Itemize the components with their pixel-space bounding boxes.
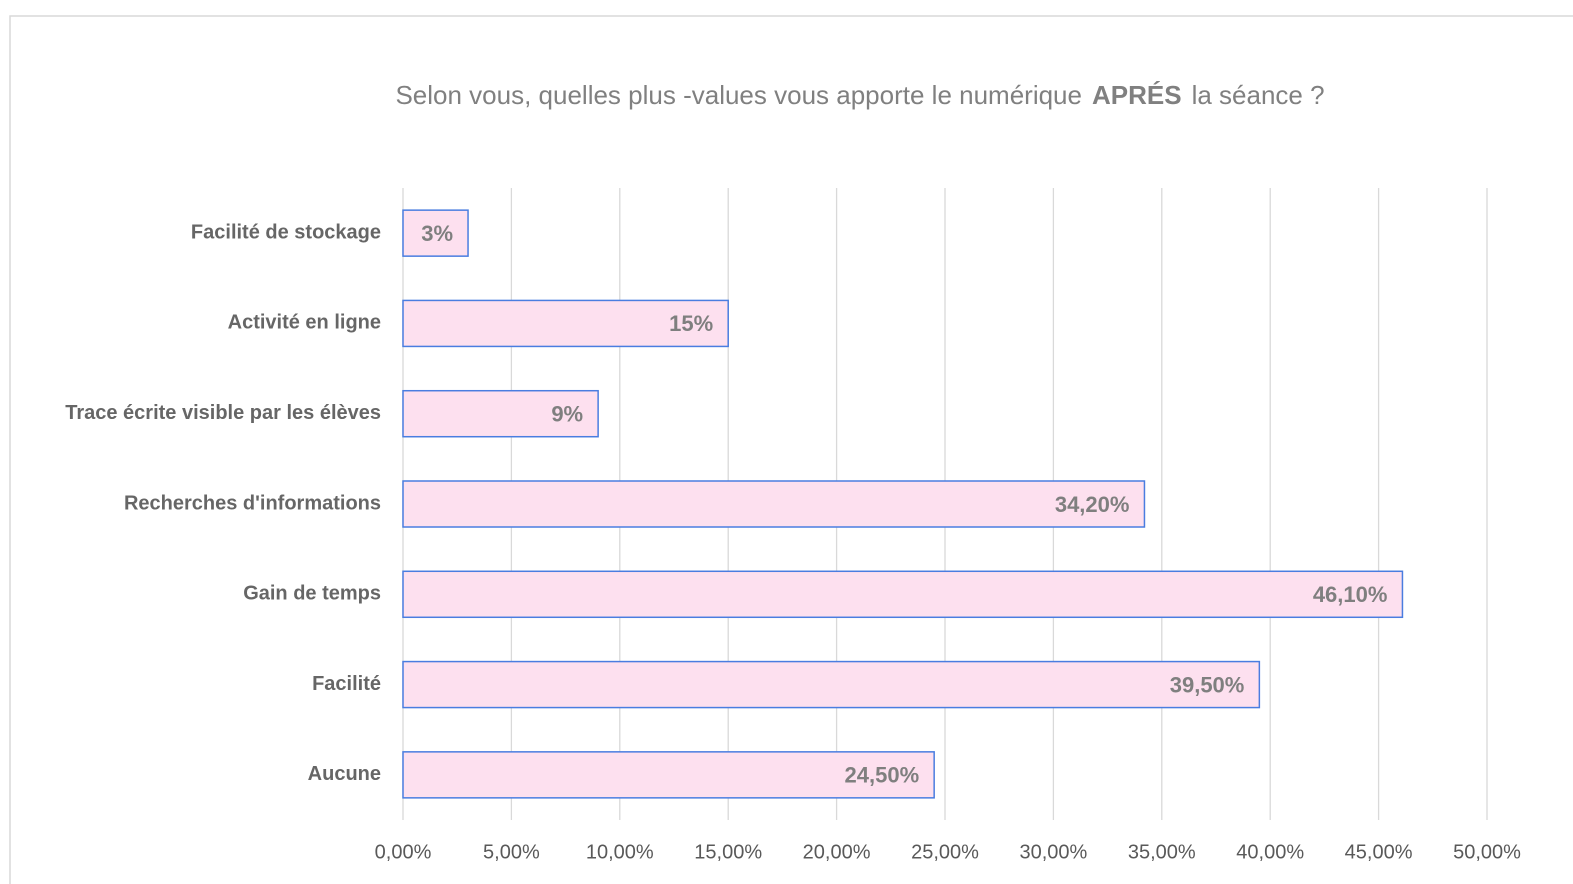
title-part: Selon vous, quelles plus -values vous ap… — [395, 80, 1082, 110]
x-tick-label: 35,00% — [1128, 841, 1196, 863]
bar — [402, 660, 1261, 709]
title-part: la séance ? — [1192, 80, 1325, 110]
chart-frame — [9, 15, 1573, 884]
x-tick-label: 25,00% — [911, 841, 979, 863]
y-tick-label: Facilité — [312, 673, 381, 695]
data-label: 9% — [551, 402, 583, 427]
data-label: 3% — [421, 221, 453, 246]
bar — [402, 751, 935, 799]
x-tick-label: 20,00% — [803, 841, 871, 863]
x-tick-label: 50,00% — [1453, 841, 1521, 863]
x-tick-label: 5,00% — [483, 841, 540, 863]
data-label: 46,10% — [1313, 582, 1388, 607]
bar — [402, 299, 729, 348]
x-tick-label: 10,00% — [586, 841, 654, 863]
y-tick-label: Facilité de stockage — [191, 221, 381, 243]
title-part: APRÉS — [1092, 80, 1182, 110]
x-tick-label: 15,00% — [694, 841, 762, 863]
chart-title: Selon vous, quelles plus -values vous ap… — [395, 80, 1324, 110]
y-tick-label: Aucune — [308, 763, 381, 785]
data-label: 39,50% — [1170, 672, 1245, 697]
data-label: 15% — [669, 311, 713, 336]
data-label: 24,50% — [845, 763, 920, 788]
x-tick-label: 0,00% — [375, 841, 432, 863]
y-tick-label: Trace écrite visible par les élèves — [65, 402, 381, 424]
data-label: 34,20% — [1055, 492, 1130, 517]
bar — [402, 570, 1404, 619]
x-tick-label: 40,00% — [1236, 841, 1304, 863]
bar — [402, 209, 469, 257]
y-tick-label: Recherches d'informations — [124, 492, 381, 514]
bar — [402, 480, 1146, 528]
x-tick-label: 30,00% — [1019, 841, 1087, 863]
bar — [402, 389, 599, 438]
y-tick-label: Gain de temps — [243, 583, 381, 605]
x-tick-label: 45,00% — [1345, 841, 1413, 863]
y-tick-label: Activité en ligne — [228, 312, 381, 334]
